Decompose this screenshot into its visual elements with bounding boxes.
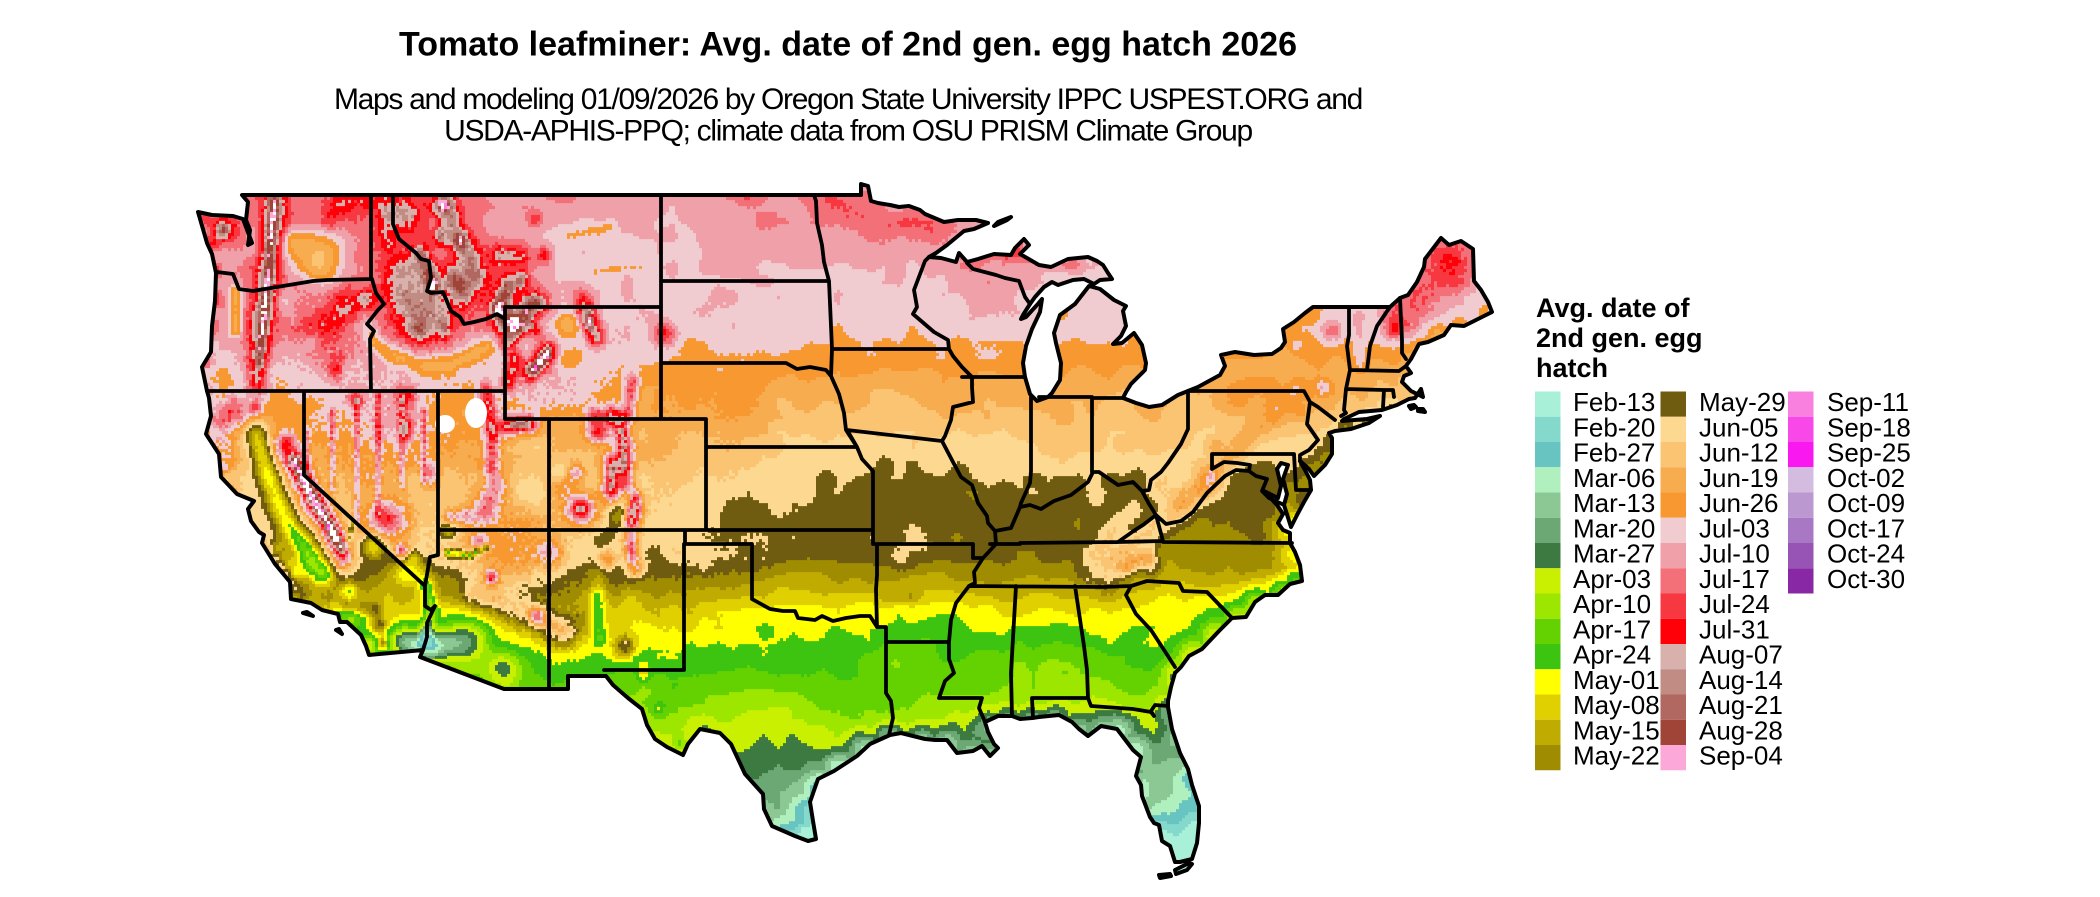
svg-text:Jul-03: Jul-03	[1699, 513, 1770, 543]
svg-text:Maps and modeling 01/09/2026 b: Maps and modeling 01/09/2026 by Oregon S…	[334, 83, 1362, 116]
svg-text:Sep-25: Sep-25	[1827, 438, 1911, 468]
svg-text:Jun-05: Jun-05	[1699, 412, 1779, 442]
svg-text:Mar-13: Mar-13	[1573, 488, 1655, 518]
svg-text:Mar-27: Mar-27	[1573, 539, 1655, 569]
svg-text:Mar-20: Mar-20	[1573, 513, 1655, 543]
svg-text:Jun-19: Jun-19	[1699, 463, 1779, 493]
svg-text:Aug-28: Aug-28	[1699, 715, 1783, 745]
svg-text:2nd gen. egg: 2nd gen. egg	[1536, 323, 1703, 353]
svg-text:Aug-07: Aug-07	[1699, 640, 1783, 670]
svg-text:Oct-30: Oct-30	[1827, 564, 1905, 594]
svg-text:May-15: May-15	[1573, 715, 1660, 745]
svg-text:Jul-31: Jul-31	[1699, 614, 1770, 644]
svg-text:Apr-24: Apr-24	[1573, 640, 1651, 670]
svg-text:Jun-12: Jun-12	[1699, 438, 1779, 468]
svg-text:Mar-06: Mar-06	[1573, 463, 1655, 493]
svg-text:Jul-24: Jul-24	[1699, 589, 1770, 619]
svg-text:Avg. date of: Avg. date of	[1536, 293, 1691, 323]
svg-text:Aug-14: Aug-14	[1699, 665, 1783, 695]
svg-text:May-08: May-08	[1573, 690, 1660, 720]
svg-text:Sep-04: Sep-04	[1699, 741, 1783, 771]
svg-text:Feb-13: Feb-13	[1573, 387, 1655, 417]
svg-text:Sep-18: Sep-18	[1827, 412, 1911, 442]
svg-text:Sep-11: Sep-11	[1827, 387, 1909, 417]
svg-text:Tomato leafminer: Avg. date of: Tomato leafminer: Avg. date of 2nd gen. …	[399, 26, 1297, 64]
svg-text:Apr-10: Apr-10	[1573, 589, 1651, 619]
svg-text:Oct-24: Oct-24	[1827, 539, 1905, 569]
svg-text:Oct-17: Oct-17	[1827, 513, 1905, 543]
svg-text:Apr-03: Apr-03	[1573, 564, 1651, 594]
svg-text:hatch: hatch	[1536, 353, 1608, 383]
svg-text:Feb-27: Feb-27	[1573, 438, 1655, 468]
svg-text:USDA-APHIS-PPQ; climate data f: USDA-APHIS-PPQ; climate data from OSU PR…	[444, 115, 1252, 148]
svg-text:May-29: May-29	[1699, 387, 1786, 417]
svg-text:Jul-17: Jul-17	[1699, 564, 1770, 594]
svg-text:May-01: May-01	[1573, 665, 1660, 695]
svg-text:May-22: May-22	[1573, 741, 1660, 771]
svg-text:Aug-21: Aug-21	[1699, 690, 1783, 720]
svg-text:Jul-10: Jul-10	[1699, 539, 1770, 569]
svg-text:Apr-17: Apr-17	[1573, 614, 1651, 644]
svg-text:Oct-09: Oct-09	[1827, 488, 1905, 518]
svg-text:Feb-20: Feb-20	[1573, 412, 1655, 442]
svg-text:Oct-02: Oct-02	[1827, 463, 1905, 493]
svg-text:Jun-26: Jun-26	[1699, 488, 1779, 518]
